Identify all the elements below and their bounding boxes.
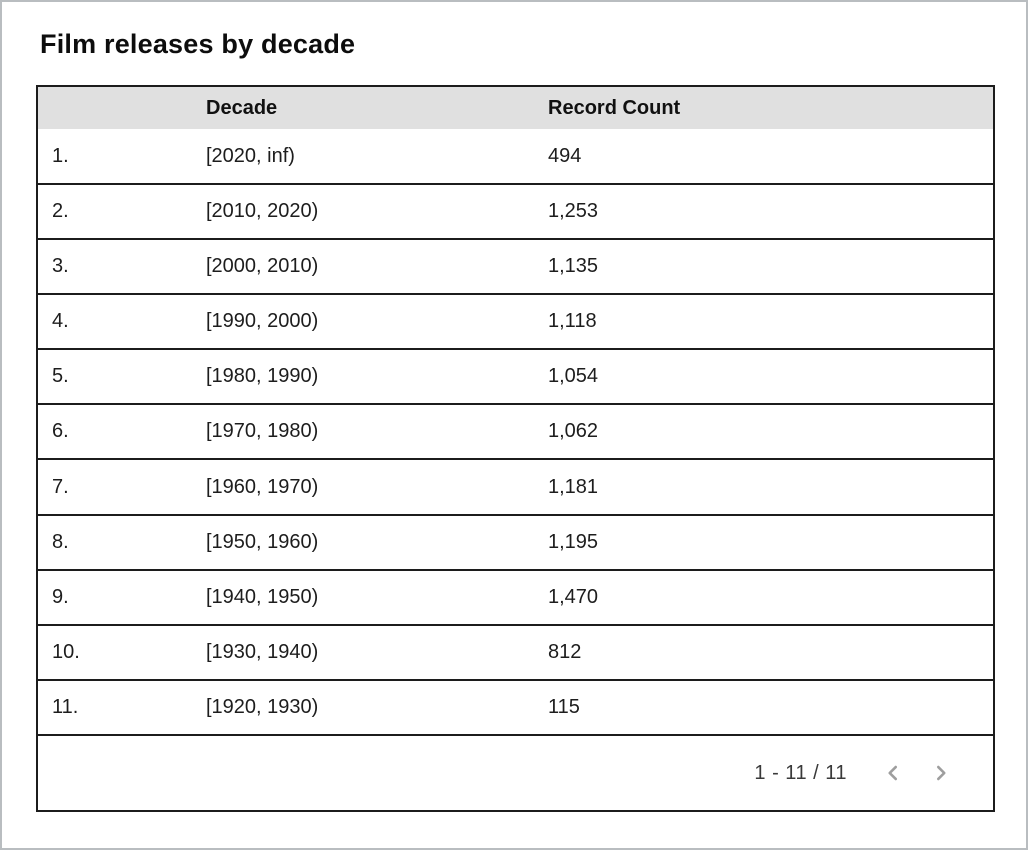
table-row: 8. [1950, 1960) 1,195 <box>38 513 993 570</box>
table-row: 6. [1970, 1980) 1,062 <box>38 403 993 460</box>
table-header: Decade Record Count <box>38 87 993 129</box>
chevron-left-icon <box>880 760 906 786</box>
row-number-cell: 11. <box>38 678 206 735</box>
row-number-cell: 10. <box>38 623 206 680</box>
table-row: 4. [1990, 2000) 1,118 <box>38 293 993 350</box>
row-number-cell: 1. <box>38 129 206 185</box>
row-number-cell: 8. <box>38 513 206 570</box>
header-cell-index <box>38 87 206 129</box>
header-cell-record-count[interactable]: Record Count <box>548 87 993 129</box>
previous-page-button[interactable] <box>869 749 917 797</box>
table-row: 9. [1940, 1950) 1,470 <box>38 568 993 625</box>
record-count-cell: 1,253 <box>548 183 993 240</box>
decade-cell: [2000, 2010) <box>206 238 548 295</box>
data-table: Decade Record Count 1. [2020, inf) 494 2… <box>38 87 993 810</box>
record-count-cell: 1,470 <box>548 568 993 625</box>
footer-row: 1 - 11 / 11 <box>38 734 993 810</box>
decade-cell: [1950, 1960) <box>206 513 548 570</box>
header-cell-decade[interactable]: Decade <box>206 87 548 129</box>
row-number-cell: 7. <box>38 458 206 515</box>
page-title: Film releases by decade <box>40 29 356 59</box>
decade-cell: [1930, 1940) <box>206 623 548 680</box>
row-number-cell: 6. <box>38 403 206 460</box>
decade-cell: [1990, 2000) <box>206 293 548 350</box>
decade-cell: [2020, inf) <box>206 129 548 185</box>
record-count-cell: 812 <box>548 623 993 680</box>
decade-cell: [1940, 1950) <box>206 568 548 625</box>
table-row: 3. [2000, 2010) 1,135 <box>38 238 993 295</box>
table-row: 7. [1960, 1970) 1,181 <box>38 458 993 515</box>
pagination-range-label: 1 - 11 / 11 <box>754 761 847 784</box>
record-count-cell: 115 <box>548 678 993 735</box>
next-page-button[interactable] <box>917 749 965 797</box>
table-row: 1. [2020, inf) 494 <box>38 129 993 185</box>
record-count-cell: 1,054 <box>548 348 993 405</box>
row-number-cell: 2. <box>38 183 206 240</box>
table-row: 11. [1920, 1930) 115 <box>38 678 993 735</box>
record-count-cell: 1,195 <box>548 513 993 570</box>
row-number-cell: 3. <box>38 238 206 295</box>
record-count-cell: 1,135 <box>548 238 993 295</box>
table-footer: 1 - 11 / 11 <box>38 734 993 810</box>
header-row: Decade Record Count <box>38 87 993 129</box>
table-row: 5. [1980, 1990) 1,054 <box>38 348 993 405</box>
table-body: 1. [2020, inf) 494 2. [2010, 2020) 1,253… <box>38 129 993 735</box>
decade-cell: [2010, 2020) <box>206 183 548 240</box>
decade-cell: [1980, 1990) <box>206 348 548 405</box>
record-count-cell: 1,118 <box>548 293 993 350</box>
record-count-cell: 1,062 <box>548 403 993 460</box>
record-count-cell: 1,181 <box>548 458 993 515</box>
chevron-right-icon <box>928 760 954 786</box>
pagination-bar: 1 - 11 / 11 <box>38 736 993 810</box>
decade-cell: [1970, 1980) <box>206 403 548 460</box>
decade-cell: [1960, 1970) <box>206 458 548 515</box>
table-row: 2. [2010, 2020) 1,253 <box>38 183 993 240</box>
table-row: 10. [1930, 1940) 812 <box>38 623 993 680</box>
row-number-cell: 9. <box>38 568 206 625</box>
table-widget: Decade Record Count 1. [2020, inf) 494 2… <box>36 85 995 812</box>
record-count-cell: 494 <box>548 129 993 185</box>
row-number-cell: 4. <box>38 293 206 350</box>
decade-cell: [1920, 1930) <box>206 678 548 735</box>
row-number-cell: 5. <box>38 348 206 405</box>
